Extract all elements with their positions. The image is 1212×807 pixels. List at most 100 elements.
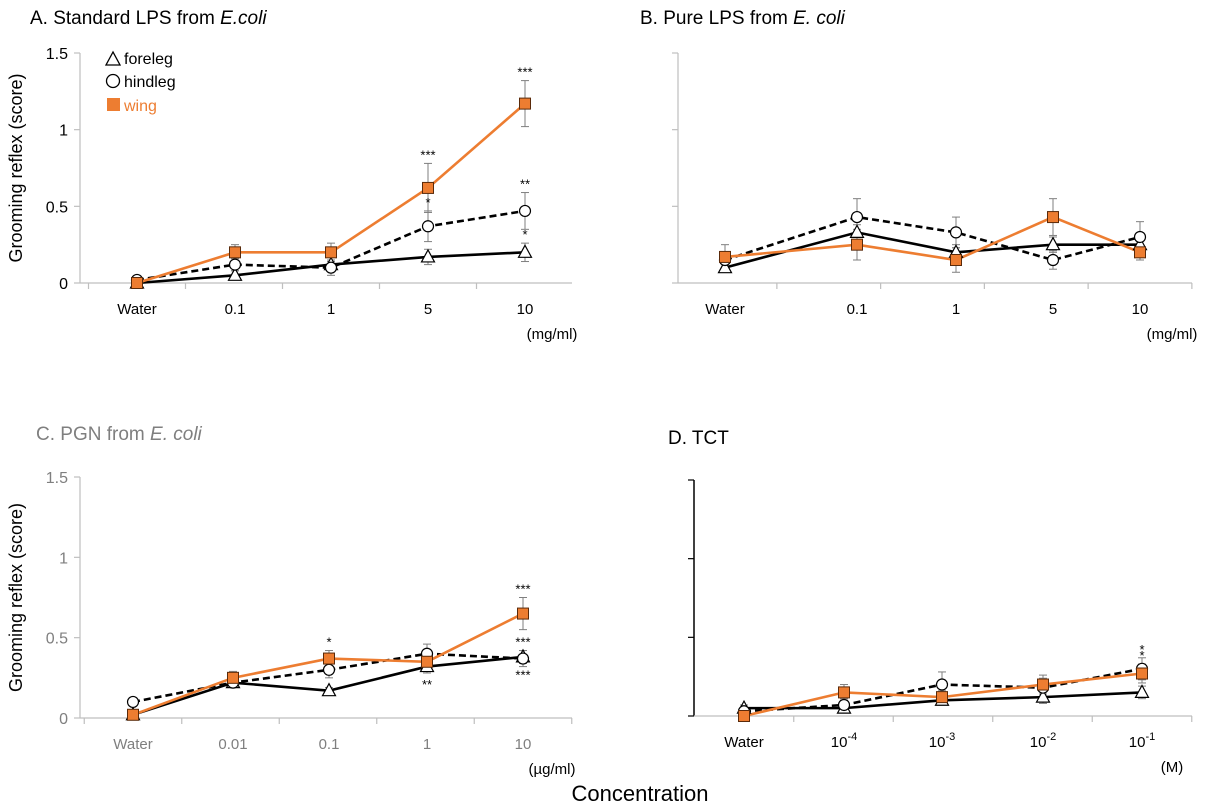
legend-label-hindleg: hindleg — [124, 74, 176, 91]
x-tick-label-text: 10 — [515, 736, 532, 753]
legend: foreleg hindleg wing — [104, 50, 176, 115]
x-tick-label: 0.1 — [225, 301, 246, 318]
point-wing — [421, 655, 433, 668]
panel-title: C. PGN from E. coli — [36, 424, 203, 445]
legend-marker-foreleg — [104, 50, 122, 66]
x-tick-label-text: 5 — [424, 301, 432, 318]
x-tick-label-text: 1 — [952, 301, 960, 318]
series-line-hindleg — [136, 209, 526, 282]
significance-label: *** — [515, 667, 530, 682]
significance-label: * — [326, 635, 331, 650]
point-hindleg — [837, 698, 851, 712]
y-axis-label: Grooming reflex (score) — [6, 73, 26, 262]
x-tick-label: 1 — [423, 736, 431, 753]
x-tick-label: 10-3 — [929, 731, 955, 751]
x-tick-label: 10 — [1132, 301, 1149, 318]
x-tick-label-text: 0.1 — [225, 301, 246, 318]
point-wing — [1134, 246, 1146, 259]
panel-a: A. Standard LPS from E.coli 0 0.5 1 1.5 Groom… — [6, 8, 577, 343]
y-tick-label: 1.5 — [46, 470, 68, 487]
point-wing — [1047, 211, 1059, 224]
x-tick-label: Water — [117, 301, 156, 318]
panel-title-italic: E. coli — [150, 424, 203, 445]
y-tick-label: 0 — [59, 276, 68, 293]
x-tick-label: Water — [724, 734, 763, 751]
panel-title: B. Pure LPS from E. coli — [640, 8, 846, 29]
significance-label: * — [1139, 648, 1144, 663]
x-tick-label-sup: -1 — [1145, 731, 1155, 743]
y-tick-label: 1.5 — [46, 46, 68, 63]
significance-label: ** — [422, 677, 432, 692]
y-axis-label: Grooming reflex (score) — [6, 503, 26, 692]
x-tick-label-text: 10 — [831, 734, 848, 751]
legend-label-foreleg: foreleg — [124, 51, 173, 68]
y-tick-label: 0.5 — [46, 631, 68, 648]
x-tick-label-text: Water — [113, 736, 152, 753]
significance-label: *** — [515, 635, 530, 650]
point-hindleg — [1133, 230, 1147, 244]
x-unit-label: (mg/ml) — [1147, 326, 1198, 343]
x-tick-label-text: 10 — [929, 734, 946, 751]
point-wing — [719, 250, 731, 263]
x-tick-label-text: 0.1 — [847, 301, 868, 318]
panel-title-text: B. Pure LPS from — [640, 8, 793, 29]
y-tick-label: 1 — [59, 550, 68, 567]
point-foreleg — [849, 224, 865, 238]
x-tick-label: 10-2 — [1030, 731, 1056, 751]
point-foreleg — [717, 259, 733, 274]
point-hindleg — [850, 210, 864, 224]
point-wing — [851, 238, 863, 251]
point-wing — [738, 710, 750, 722]
x-tick-label-text: 1 — [423, 736, 431, 753]
point-wing — [325, 246, 337, 259]
significance-label: * — [1139, 642, 1144, 657]
point-hindleg — [949, 226, 963, 239]
legend-marker-wing — [107, 98, 120, 111]
significance-label: *** — [420, 147, 435, 162]
point-hindleg — [518, 204, 532, 218]
significance-label: ** — [520, 177, 530, 192]
x-tick-label-sup: -3 — [945, 731, 955, 743]
x-unit-label: (mg/ml) — [527, 326, 578, 343]
x-tick-label: 10 — [517, 301, 534, 318]
point-foreleg — [1134, 684, 1150, 699]
point-foreleg — [1045, 236, 1061, 251]
panel-title-text: D. TCT — [668, 428, 729, 449]
point-wing — [1037, 678, 1049, 691]
x-tick-label: 1 — [327, 301, 335, 318]
point-wing — [517, 607, 529, 620]
point-wing — [229, 246, 241, 259]
point-wing — [936, 691, 948, 704]
panel-title-text: A. Standard LPS from — [30, 8, 220, 29]
point-foreleg — [517, 244, 533, 258]
x-unit-label: (µg/ml) — [529, 761, 576, 778]
x-tick-label-text: 10 — [517, 301, 534, 318]
point-foreleg — [321, 682, 337, 697]
point-wing — [422, 181, 434, 194]
x-tick-label-sup: -2 — [1046, 731, 1056, 743]
panel-title-italic: E. coli — [793, 8, 846, 29]
panel-title-text: C. PGN from — [36, 424, 150, 445]
x-tick-label: Water — [705, 301, 744, 318]
x-unit-label: (M) — [1161, 759, 1184, 776]
point-wing — [227, 671, 239, 684]
x-tick-label-text: Water — [705, 301, 744, 318]
point-wing — [127, 708, 139, 721]
point-hindleg — [935, 678, 949, 691]
point-wing — [519, 97, 531, 110]
y-tick-label: 1 — [59, 123, 68, 140]
panel-title: D. TCT — [668, 428, 729, 449]
point-wing — [838, 686, 850, 699]
point-hindleg — [516, 652, 530, 665]
point-hindleg — [322, 663, 336, 676]
point-foreleg — [1035, 688, 1051, 703]
x-tick-label: 1 — [952, 301, 960, 318]
point-wing — [323, 652, 335, 665]
x-tick-label-text: 1 — [327, 301, 335, 318]
x-tick-label: 10-4 — [831, 731, 857, 751]
significance-label: *** — [515, 582, 530, 597]
x-tick-label: 0.01 — [218, 736, 247, 753]
significance-label: * — [522, 227, 527, 242]
panel-title-italic: E.coli — [220, 8, 267, 29]
point-hindleg — [228, 258, 242, 271]
